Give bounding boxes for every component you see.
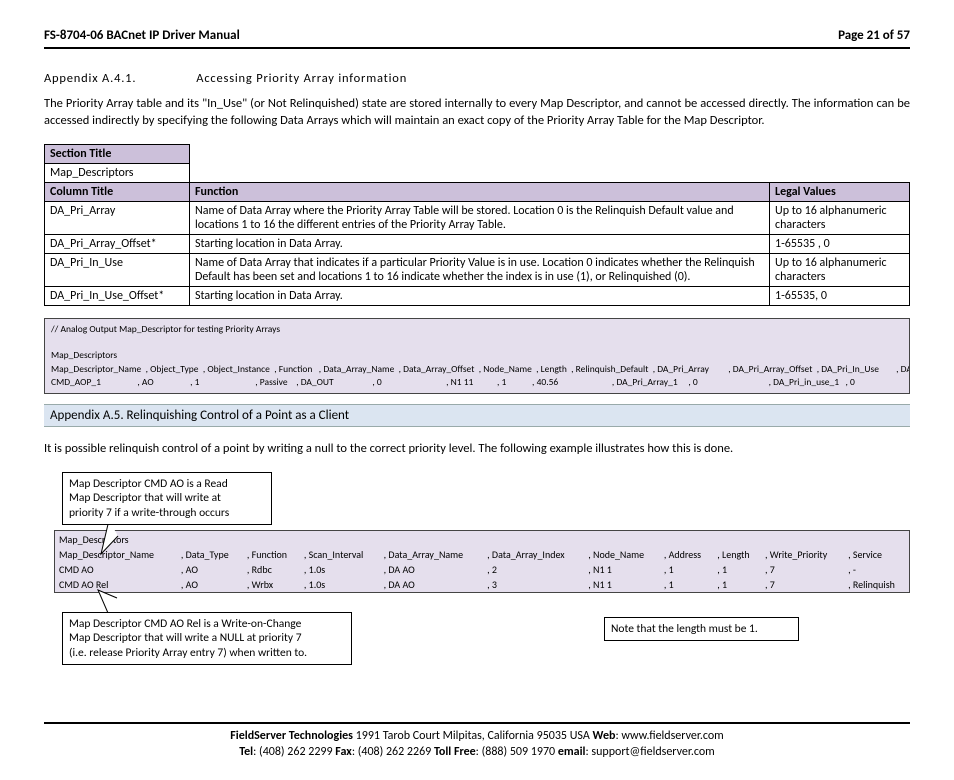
cell-func: Name of Data Array where the Priority Ar…: [190, 201, 770, 234]
footer-bold: Web: [593, 729, 616, 743]
cell: , Wrbx: [243, 577, 300, 592]
cell: , AO: [177, 577, 243, 592]
cell: , Write_Priority: [761, 546, 844, 562]
callout-line: Map Descriptor CMD AO is a Read: [69, 477, 228, 491]
cell: , 3: [483, 577, 584, 592]
cell: , Relinquish: [844, 577, 909, 592]
callout-line: (i.e. release Priority Array entry 7) wh…: [69, 646, 307, 660]
th-column-title: Column Title: [45, 182, 190, 201]
cell: , Length: [713, 546, 761, 562]
example-diagram: Map Descriptor CMD AO is a Read Map Desc…: [44, 472, 910, 712]
footer-text: : (888) 509 1970: [476, 745, 558, 759]
callout-line: priority 7 if a write-through occurs: [69, 506, 229, 520]
table-row: CMD AO Rel , AO , Wrbx , 1.0s , DA AO , …: [55, 577, 909, 592]
footer-text: : www.fieldserver.com: [615, 729, 723, 743]
cell: , N1 1: [584, 577, 660, 592]
cell: , AO: [177, 562, 243, 577]
example-table-pre: Map_Descriptors: [55, 531, 909, 546]
callout-line: Map Descriptor that will write a NULL at…: [69, 631, 302, 645]
code-line: CMD_AOP_1 , AO , 1 , Passive , DA_OUT , …: [51, 376, 855, 388]
cell-col: DA_Pri_In_Use_Offset*: [45, 286, 190, 305]
cell: , DA AO: [380, 562, 483, 577]
cell-legal: 1-65535, 0: [770, 286, 910, 305]
cell: , Scan_Interval: [300, 546, 380, 562]
cell-col: DA_Pri_Array_Offset*: [45, 234, 190, 253]
cell: , DA AO: [380, 577, 483, 592]
footer-text: : support@fieldserver.com: [585, 745, 714, 759]
cell: , Function: [243, 546, 300, 562]
callout-line: Map Descriptor CMD AO Rel is a Write-on-…: [69, 617, 301, 631]
table-row: Map_Descriptor_Name , Data_Type , Functi…: [55, 546, 909, 562]
page-footer: FieldServer Technologies 1991 Tarob Cour…: [44, 724, 910, 760]
table-row: DA_Pri_In_Use_Offset* Starting location …: [45, 286, 910, 305]
footer-text: : (408) 262 2299: [253, 745, 335, 759]
cell-func: Starting location in Data Array.: [190, 286, 770, 305]
section-number: Appendix A.4.1.: [44, 71, 136, 86]
cell-legal: Up to 16 alphanumeric characters: [770, 253, 910, 286]
section-title: Accessing Priority Array information: [196, 71, 407, 86]
cell: , Data_Type: [177, 546, 243, 562]
th-function: Function: [190, 182, 770, 201]
cell: , 1.0s: [300, 577, 380, 592]
cell-legal: 1-65535 , 0: [770, 234, 910, 253]
header-left: FS-8704-06 BACnet IP Driver Manual: [44, 28, 240, 43]
cell: , -: [844, 562, 909, 577]
callout-1: Map Descriptor CMD AO is a Read Map Desc…: [62, 472, 272, 525]
table-row: DA_Pri_In_Use Name of Data Array that in…: [45, 253, 910, 286]
cell: , Service: [844, 546, 909, 562]
page-header: FS-8704-06 BACnet IP Driver Manual Page …: [44, 28, 910, 49]
code-line: // Analog Output Map_Descriptor for test…: [51, 323, 280, 335]
code-line: Map_Descriptor_Name , Object_Type , Obje…: [51, 363, 910, 375]
cell: , 7: [761, 577, 844, 592]
cell-func: Name of Data Array that indicates if a p…: [190, 253, 770, 286]
paragraph-1: The Priority Array table and its "In_Use…: [44, 96, 910, 130]
cell-col: DA_Pri_In_Use: [45, 253, 190, 286]
callout-3: Note that the length must be 1.: [604, 617, 799, 641]
cell: , Rdbc: [243, 562, 300, 577]
td-section-title-val: Map_Descriptors: [45, 163, 190, 182]
th-section-title: Section Title: [45, 144, 190, 163]
th-legal: Legal Values: [770, 182, 910, 201]
footer-bold: Tel: [239, 745, 253, 759]
cell: , 1.0s: [300, 562, 380, 577]
footer-bold: FieldServer Technologies: [230, 729, 353, 743]
example-table: Map_Descriptors Map_Descriptor_Name , Da…: [54, 530, 910, 593]
cell: , N1 1: [584, 562, 660, 577]
cell: , 2: [483, 562, 584, 577]
paragraph-2: It is possible relinquish control of a p…: [44, 441, 910, 458]
code-line: Map_Descriptors: [51, 349, 117, 361]
cell-col: DA_Pri_Array: [45, 201, 190, 234]
table-row: CMD AO , AO , Rdbc , 1.0s , DA AO , 2 , …: [55, 562, 909, 577]
cell: , 1: [713, 577, 761, 592]
header-right: Page 21 of 57: [838, 28, 910, 43]
cell: , 7: [761, 562, 844, 577]
cell: CMD AO Rel: [55, 577, 177, 592]
footer-bold: Toll Free: [434, 745, 476, 759]
footer-bold: Fax: [335, 745, 352, 759]
cell: CMD AO: [55, 562, 177, 577]
table-row: DA_Pri_Array Name of Data Array where th…: [45, 201, 910, 234]
callout-2: Map Descriptor CMD AO Rel is a Write-on-…: [62, 612, 352, 665]
footer-text: 1991 Tarob Court Milpitas, California 95…: [353, 729, 593, 743]
cell: , Data_Array_Name: [380, 546, 483, 562]
cell: , 1: [660, 562, 713, 577]
section-a41-heading: Appendix A.4.1. Accessing Priority Array…: [44, 71, 910, 86]
code-box-1: // Analog Output Map_Descriptor for test…: [44, 318, 910, 394]
footer-text: : (408) 262 2269: [352, 745, 434, 759]
cell: , 1: [660, 577, 713, 592]
callout-line: Map Descriptor that will write at: [69, 491, 221, 505]
cell-func: Starting location in Data Array.: [190, 234, 770, 253]
footer-bold: email: [558, 745, 586, 759]
cell: , Data_Array_Index: [483, 546, 584, 562]
cell: , Node_Name: [584, 546, 660, 562]
cell: Map_Descriptor_Name: [55, 546, 177, 562]
cell: , 1: [713, 562, 761, 577]
cell: , Address: [660, 546, 713, 562]
table-row: DA_Pri_Array_Offset* Starting location i…: [45, 234, 910, 253]
section-a5-heading: Appendix A.5. Relinquishing Control of a…: [44, 404, 910, 427]
cell-legal: Up to 16 alphanumeric characters: [770, 201, 910, 234]
priority-array-table: Section Title Map_Descriptors Column Tit…: [44, 144, 910, 306]
